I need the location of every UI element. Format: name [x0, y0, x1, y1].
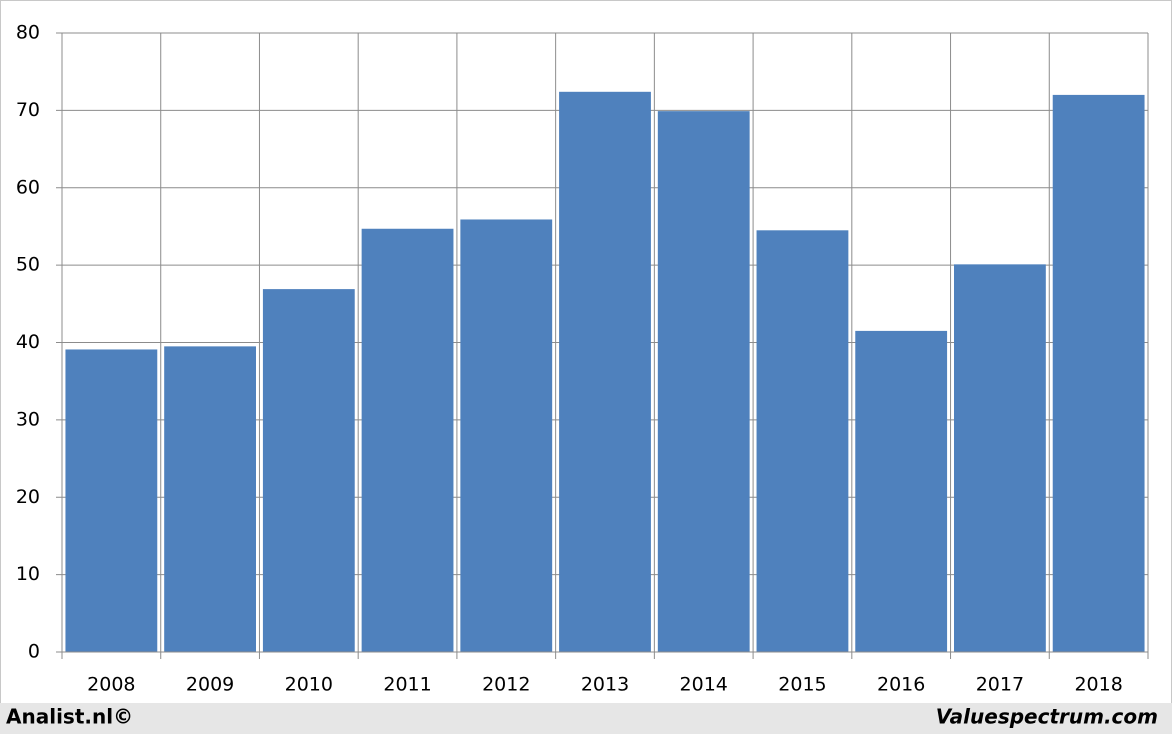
bar [855, 330, 948, 652]
footer-left: Analist.nl© [6, 705, 133, 729]
x-tick-label: 2014 [680, 674, 728, 696]
x-tick-label: 2016 [877, 674, 925, 696]
y-tick-label: 30 [16, 408, 40, 430]
bar [756, 230, 849, 652]
bar [164, 346, 256, 652]
x-tick-label: 2010 [285, 674, 333, 696]
bar [657, 111, 750, 653]
footer-band [0, 703, 1172, 734]
x-tick-label: 2008 [87, 674, 135, 696]
y-tick-label: 50 [16, 254, 40, 276]
x-tick-label: 2017 [976, 674, 1024, 696]
x-tick-label: 2013 [581, 674, 629, 696]
y-tick-label: 10 [16, 563, 40, 585]
y-tick-label: 40 [16, 331, 40, 353]
y-tick-label: 60 [16, 176, 40, 198]
bar [559, 91, 651, 653]
x-tick-label: 2015 [778, 674, 826, 696]
x-tick-label: 2018 [1074, 674, 1122, 696]
x-tick-label: 2012 [482, 674, 530, 696]
bar [262, 289, 355, 652]
y-tick-label: 20 [16, 486, 40, 508]
y-tick-label: 70 [16, 99, 40, 121]
bar [65, 349, 158, 652]
y-tick-label: 0 [28, 641, 40, 663]
x-tick-label: 2011 [383, 674, 431, 696]
x-tick-label: 2009 [186, 674, 234, 696]
footer-right: Valuespectrum.com [936, 705, 1158, 729]
y-tick-label: 80 [16, 22, 40, 44]
bar [954, 264, 1046, 652]
bar [460, 219, 553, 652]
bar [361, 228, 454, 653]
bar [1052, 94, 1145, 652]
